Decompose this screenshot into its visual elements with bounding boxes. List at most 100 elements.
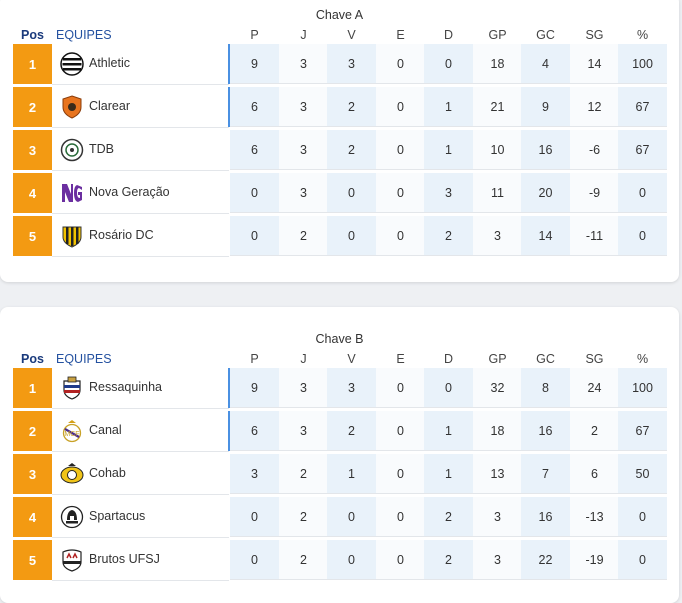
table-row[interactable]: 1 Ressaquinha 9 3 3 0 0 32 8 24 100 <box>13 368 668 409</box>
team-cell[interactable]: Rosário DC <box>52 216 229 257</box>
stat-d: 1 <box>424 411 473 451</box>
stat-gc: 20 <box>521 173 570 213</box>
col-p[interactable]: P <box>250 352 259 366</box>
stat-v: 0 <box>327 497 376 537</box>
group-card-b: Chave B Pos EQUIPES P J V E D GP GC SG %… <box>0 307 679 603</box>
stat-gp: 21 <box>473 87 522 127</box>
team-name: Spartacus <box>89 509 146 523</box>
position-badge: 2 <box>13 87 52 127</box>
stat-gp: 10 <box>473 130 522 170</box>
team-cell[interactable]: Nova Geração <box>52 173 229 214</box>
col-team[interactable]: EQUIPES <box>56 352 112 366</box>
tdb-logo-icon <box>60 138 84 162</box>
col-e[interactable]: E <box>396 352 405 366</box>
team-name: Canal <box>89 423 122 437</box>
team-cell[interactable]: Cohab <box>52 454 229 495</box>
col-d[interactable]: D <box>443 28 454 42</box>
position-badge: 5 <box>13 216 52 256</box>
stat-gc: 7 <box>521 454 570 494</box>
table-row[interactable]: 3 TDB 6 3 2 0 1 10 16 -6 67 <box>13 130 668 171</box>
col-p[interactable]: P <box>250 28 259 42</box>
team-cell[interactable]: Clarear <box>52 87 229 128</box>
table-header: Pos EQUIPES P J V E D GP GC SG % <box>0 352 679 370</box>
col-j[interactable]: J <box>300 28 307 42</box>
table-row[interactable]: 5 Brutos UFSJ 0 2 0 0 2 3 22 -19 0 <box>13 540 668 581</box>
stat-v: 3 <box>327 44 376 84</box>
position-badge: 1 <box>13 368 52 408</box>
col-pct[interactable]: % <box>636 352 649 366</box>
athletic-logo-icon <box>60 52 84 76</box>
table-header: Pos EQUIPES P J V E D GP GC SG % <box>0 28 679 46</box>
stat-j: 2 <box>279 540 328 580</box>
team-cell[interactable]: Athletic <box>52 44 229 85</box>
team-cell[interactable]: Ressaquinha <box>52 368 229 409</box>
team-cell[interactable]: Spartacus <box>52 497 229 538</box>
team-name: Nova Geração <box>89 185 170 199</box>
stat-d: 0 <box>424 44 473 84</box>
stat-gc: 16 <box>521 130 570 170</box>
stat-d: 1 <box>424 130 473 170</box>
team-cell[interactable]: Brutos UFSJ <box>52 540 229 581</box>
stat-p: 0 <box>230 497 279 537</box>
canal-logo-icon: MCF <box>62 420 82 443</box>
spartacus-logo-icon <box>60 505 84 529</box>
stat-gp: 13 <box>473 454 522 494</box>
col-d[interactable]: D <box>443 352 454 366</box>
position-badge: 3 <box>13 130 52 170</box>
stat-p: 6 <box>230 87 279 127</box>
table-row[interactable]: 5 Rosário DC 0 2 0 0 2 3 14 -11 0 <box>13 216 668 257</box>
col-sg[interactable]: SG <box>585 28 604 42</box>
stat-j: 3 <box>279 130 328 170</box>
stat-gc: 22 <box>521 540 570 580</box>
col-j[interactable]: J <box>300 352 307 366</box>
col-e[interactable]: E <box>396 28 405 42</box>
table-row[interactable]: 2 MCF Canal 6 3 2 0 1 18 16 2 67 <box>13 411 668 452</box>
table-row[interactable]: 3 Cohab 3 2 1 0 1 13 7 6 50 <box>13 454 668 495</box>
position-badge: 5 <box>13 540 52 580</box>
group-title: Chave A <box>315 8 364 22</box>
stat-pct: 100 <box>618 44 667 84</box>
stat-v: 3 <box>327 368 376 408</box>
team-name: Rosário DC <box>89 228 154 242</box>
stat-v: 2 <box>327 87 376 127</box>
team-cell[interactable]: TDB <box>52 130 229 171</box>
col-pct[interactable]: % <box>636 28 649 42</box>
col-sg[interactable]: SG <box>585 352 604 366</box>
team-name: TDB <box>89 142 114 156</box>
stat-sg: -6 <box>570 130 619 170</box>
stat-j: 2 <box>279 216 328 256</box>
col-v[interactable]: V <box>347 352 356 366</box>
stat-sg: 12 <box>570 87 619 127</box>
col-gp[interactable]: GP <box>488 28 507 42</box>
group-card-a: Chave A Pos EQUIPES P J V E D GP GC SG %… <box>0 0 679 282</box>
stat-d: 1 <box>424 454 473 494</box>
col-gp[interactable]: GP <box>488 352 507 366</box>
stat-e: 0 <box>376 411 425 451</box>
stat-p: 6 <box>230 411 279 451</box>
stat-e: 0 <box>376 173 425 213</box>
stat-e: 0 <box>376 368 425 408</box>
stat-sg: -9 <box>570 173 619 213</box>
stat-e: 0 <box>376 87 425 127</box>
ressaquinha-logo-icon <box>63 376 81 400</box>
col-v[interactable]: V <box>347 28 356 42</box>
table-row[interactable]: 4 Nova Geração 0 3 0 0 3 11 20 -9 0 <box>13 173 668 214</box>
table-row[interactable]: 4 Spartacus 0 2 0 0 2 3 16 -13 0 <box>13 497 668 538</box>
team-name: Ressaquinha <box>89 380 162 394</box>
stat-pct: 0 <box>618 540 667 580</box>
col-gc[interactable]: GC <box>536 28 555 42</box>
col-team[interactable]: EQUIPES <box>56 28 112 42</box>
stat-p: 9 <box>230 368 279 408</box>
stat-pct: 0 <box>618 497 667 537</box>
stat-gc: 4 <box>521 44 570 84</box>
highlight-bar <box>228 87 230 127</box>
table-row[interactable]: 2 Clarear 6 3 2 0 1 21 9 12 67 <box>13 87 668 128</box>
highlight-bar <box>228 411 230 451</box>
position-badge: 2 <box>13 411 52 451</box>
stat-j: 3 <box>279 87 328 127</box>
stat-pct: 67 <box>618 87 667 127</box>
col-gc[interactable]: GC <box>536 352 555 366</box>
stat-d: 1 <box>424 87 473 127</box>
team-cell[interactable]: MCF Canal <box>52 411 229 452</box>
table-row[interactable]: 1 Athletic 9 3 3 0 0 18 4 14 100 <box>13 44 668 85</box>
